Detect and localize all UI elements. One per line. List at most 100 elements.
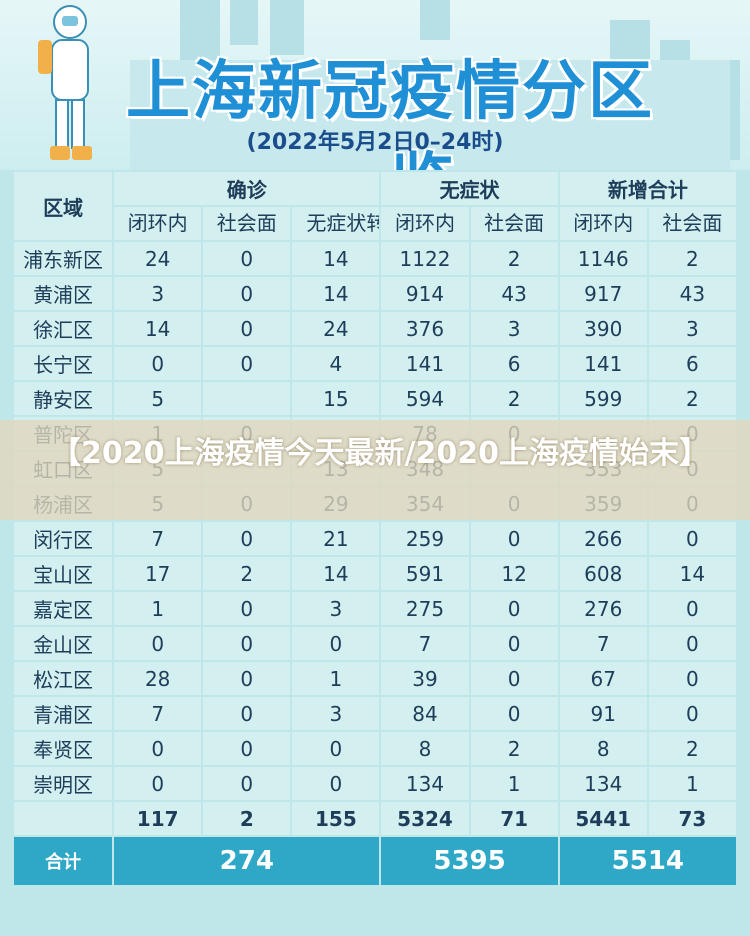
table-cell: 24	[292, 312, 380, 345]
table-cell: 134	[559, 767, 647, 800]
table-cell: 0	[203, 347, 291, 380]
table-cell: 141	[559, 347, 647, 380]
table-row: 嘉定区 1 0 3 275 0 276 0	[14, 592, 736, 625]
table-cell: 43	[648, 277, 736, 310]
table-cell: 0	[470, 662, 558, 695]
table-cell: 0	[203, 627, 291, 660]
total-cell: 5441	[559, 802, 647, 835]
table-cell: 21	[292, 522, 380, 555]
table-cell: 8	[559, 732, 647, 765]
table-cell: 2	[203, 557, 291, 590]
table-cell: 3	[114, 277, 202, 310]
table-cell: 14	[292, 557, 380, 590]
table-cell: 3	[292, 697, 380, 730]
table-cell: 14	[292, 277, 380, 310]
table-cell: 7	[114, 522, 202, 555]
table-cell: 276	[559, 592, 647, 625]
table-cell	[203, 382, 291, 415]
table-cell: 2	[648, 382, 736, 415]
table-row: 松江区 28 0 1 39 0 67 0	[14, 662, 736, 695]
subheader-cell: 闭环内	[559, 207, 647, 240]
table-cell: 0	[114, 347, 202, 380]
subheader-cell: 闭环内	[114, 207, 202, 240]
table-cell: 134	[381, 767, 469, 800]
group-header-confirmed: 确诊	[114, 172, 380, 205]
table-cell: 0	[470, 627, 558, 660]
table-cell: 39	[381, 662, 469, 695]
table-cell: 0	[114, 627, 202, 660]
hero-banner: 上海新冠疫情分区一览 (2022年5月2日0–24时)	[0, 0, 750, 170]
total-cell: 2	[203, 802, 291, 835]
subheader-cell: 社会面	[648, 207, 736, 240]
table-cell: 0	[203, 277, 291, 310]
table-cell: 28	[114, 662, 202, 695]
table-row: 宝山区 17 2 14 591 12 608 14	[14, 557, 736, 590]
table-cell: 7	[559, 627, 647, 660]
district-case-table: 区域 确诊 无症状 新增合计 闭环内 社会面 无症状转确诊 闭环内 社会面 闭环…	[12, 170, 738, 887]
table-cell: 390	[559, 312, 647, 345]
subheader-cell: 闭环内	[381, 207, 469, 240]
table-cell: 0	[203, 732, 291, 765]
table-cell: 0	[203, 767, 291, 800]
table-cell: 1122	[381, 242, 469, 275]
district-name: 崇明区	[14, 767, 113, 800]
subheader-cell: 社会面	[470, 207, 558, 240]
table-cell: 2	[648, 242, 736, 275]
grand-total-row: 合计 274 5395 5514	[14, 837, 736, 885]
table-cell: 591	[381, 557, 469, 590]
table-row: 奉贤区 0 0 0 8 2 8 2	[14, 732, 736, 765]
total-cell: 71	[470, 802, 558, 835]
table-cell: 599	[559, 382, 647, 415]
table-cell: 0	[292, 767, 380, 800]
table-cell: 14	[114, 312, 202, 345]
table-cell: 1	[292, 662, 380, 695]
group-header-asymptomatic: 无症状	[381, 172, 558, 205]
table-cell: 0	[203, 242, 291, 275]
article-title-overlay: 【2020上海疫情今天最新/2020上海疫情始末】	[0, 420, 750, 520]
totals-label	[14, 802, 113, 835]
table-cell: 0	[114, 732, 202, 765]
total-cell: 155	[292, 802, 380, 835]
total-cell: 73	[648, 802, 736, 835]
district-name: 长宁区	[14, 347, 113, 380]
table-cell: 6	[470, 347, 558, 380]
table-row: 青浦区 7 0 3 84 0 91 0	[14, 697, 736, 730]
table-cell: 43	[470, 277, 558, 310]
city-skyline-illustration	[130, 0, 740, 170]
totals-row: 117 2 155 5324 71 5441 73	[14, 802, 736, 835]
table-row: 浦东新区 24 0 14 1122 2 1146 2	[14, 242, 736, 275]
district-name: 嘉定区	[14, 592, 113, 625]
table-cell: 2	[470, 732, 558, 765]
table-cell: 2	[470, 242, 558, 275]
table-cell: 3	[648, 312, 736, 345]
table-cell: 91	[559, 697, 647, 730]
table-cell: 259	[381, 522, 469, 555]
table-cell: 7	[381, 627, 469, 660]
table-cell: 15	[292, 382, 380, 415]
table-row: 金山区 0 0 0 7 0 7 0	[14, 627, 736, 660]
table-cell: 2	[470, 382, 558, 415]
district-name: 青浦区	[14, 697, 113, 730]
table-cell: 1	[470, 767, 558, 800]
table-cell: 3	[470, 312, 558, 345]
table-row: 闵行区 7 0 21 259 0 266 0	[14, 522, 736, 555]
table-cell: 141	[381, 347, 469, 380]
table-cell: 0	[648, 627, 736, 660]
table-cell: 84	[381, 697, 469, 730]
district-name: 奉贤区	[14, 732, 113, 765]
medical-worker-illustration	[38, 5, 92, 160]
table-cell: 1	[114, 592, 202, 625]
table-cell: 914	[381, 277, 469, 310]
table-cell: 1146	[559, 242, 647, 275]
page-title: 上海新冠疫情分区一览	[126, 55, 654, 170]
table-cell: 376	[381, 312, 469, 345]
district-name: 浦东新区	[14, 242, 113, 275]
table-cell: 266	[559, 522, 647, 555]
table-cell: 17	[114, 557, 202, 590]
table-cell: 0	[203, 662, 291, 695]
table-cell: 0	[470, 522, 558, 555]
table-cell: 608	[559, 557, 647, 590]
grand-total-confirmed: 274	[114, 837, 380, 885]
district-name: 徐汇区	[14, 312, 113, 345]
subheader-cell: 无症状转确诊	[292, 207, 380, 240]
